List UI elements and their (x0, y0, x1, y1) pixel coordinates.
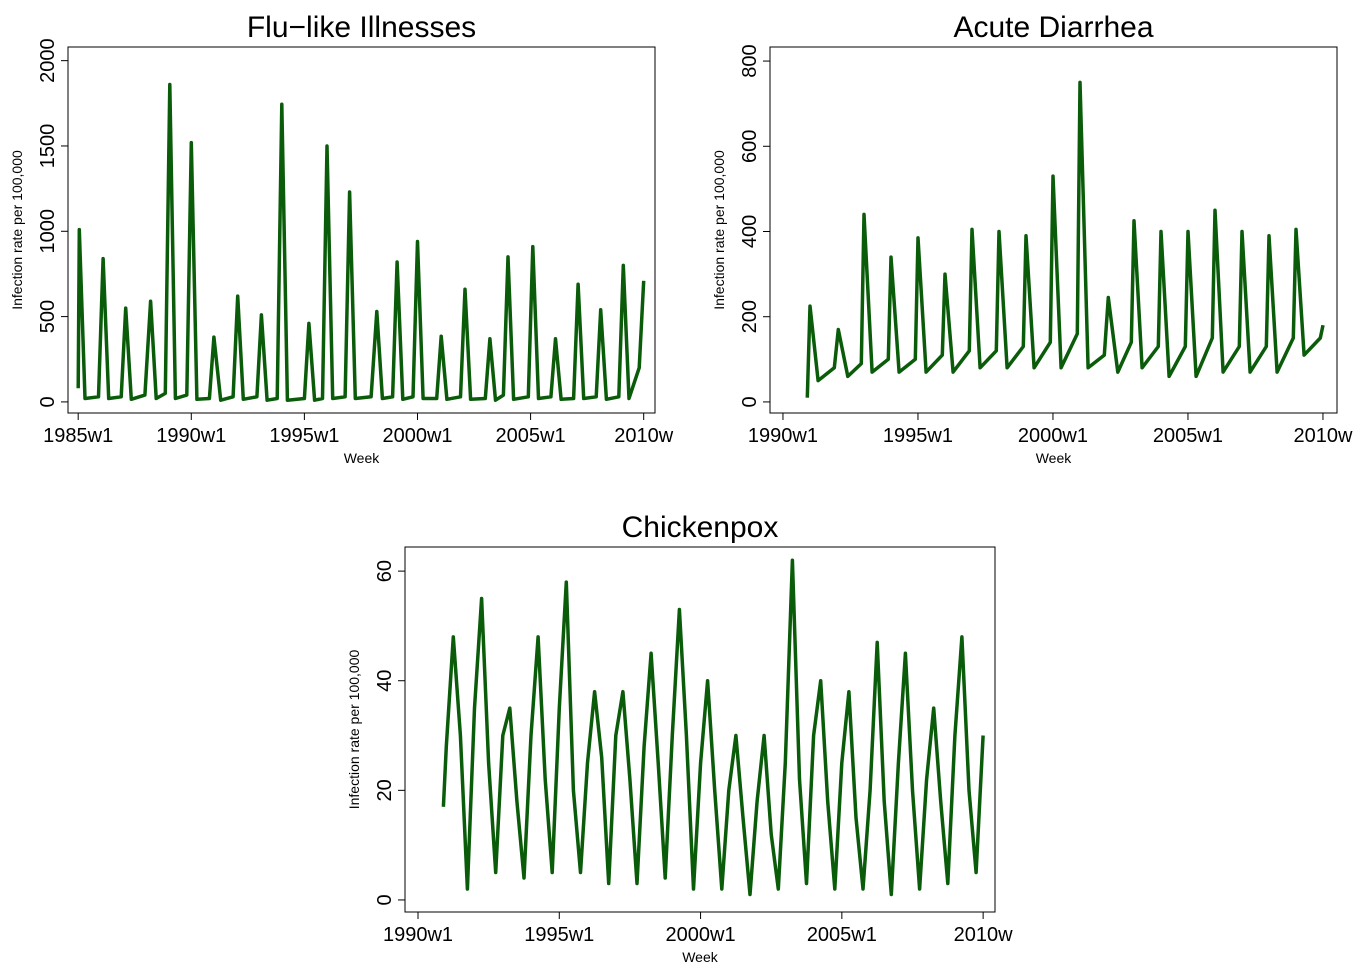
y-axis-title: Infection rate per 100,000 (346, 650, 362, 810)
chart-title: Flu−like Illnesses (247, 11, 476, 44)
x-tick-label: 2000w1 (382, 425, 452, 447)
y-tick-label: 0 (374, 894, 396, 905)
x-tick-label: 1990w1 (383, 924, 453, 946)
y-tick-label: 20 (374, 779, 396, 801)
x-tick-label: 2010w (954, 924, 1013, 946)
chart-title: Acute Diarrhea (953, 11, 1153, 44)
data-line (441, 558, 985, 897)
x-tick-label: 2005w1 (1153, 425, 1223, 447)
x-tick-label: 1995w1 (883, 425, 953, 447)
x-axis-title: Week (344, 450, 381, 466)
x-tick-label: 2010w (614, 425, 673, 447)
x-tick-label: 2005w1 (496, 425, 566, 447)
y-axis-title: Infection rate per 100,000 (711, 150, 727, 310)
y-tick-label: 1500 (37, 124, 59, 169)
x-tick-label: 2000w1 (666, 924, 736, 946)
y-tick-label: 800 (739, 44, 761, 77)
data-line (805, 80, 1325, 398)
y-tick-label: 2000 (37, 38, 59, 82)
y-tick-label: 600 (739, 130, 761, 163)
x-tick-label: 1995w1 (269, 425, 339, 447)
plot-frame (769, 46, 1338, 414)
x-tick-label: 1990w1 (156, 425, 226, 447)
y-axis-title: Infection rate per 100,000 (9, 150, 25, 310)
x-axis-title: Week (1036, 450, 1073, 466)
y-tick-label: 500 (37, 300, 59, 333)
x-tick-label: 2010w (1293, 425, 1352, 447)
plot-frame (67, 46, 656, 414)
y-tick-label: 0 (739, 396, 761, 407)
x-tick-label: 1990w1 (748, 425, 818, 447)
plot-frame (404, 546, 996, 913)
y-tick-label: 0 (37, 396, 59, 407)
data-line (76, 82, 646, 402)
y-tick-label: 1000 (37, 209, 59, 254)
y-tick-label: 400 (739, 215, 761, 248)
y-tick-label: 40 (374, 670, 396, 692)
x-tick-label: 1985w1 (43, 425, 113, 447)
x-tick-label: 1995w1 (524, 924, 594, 946)
chart-title: Chickenpox (622, 511, 779, 544)
x-tick-label: 2005w1 (807, 924, 877, 946)
x-tick-label: 2000w1 (1018, 425, 1088, 447)
x-axis-title: Week (682, 949, 719, 965)
y-tick-label: 200 (739, 300, 761, 333)
y-tick-label: 60 (374, 560, 396, 582)
